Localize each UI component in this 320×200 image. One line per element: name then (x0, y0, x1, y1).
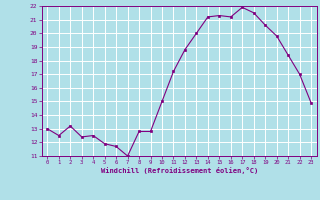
X-axis label: Windchill (Refroidissement éolien,°C): Windchill (Refroidissement éolien,°C) (100, 167, 258, 174)
